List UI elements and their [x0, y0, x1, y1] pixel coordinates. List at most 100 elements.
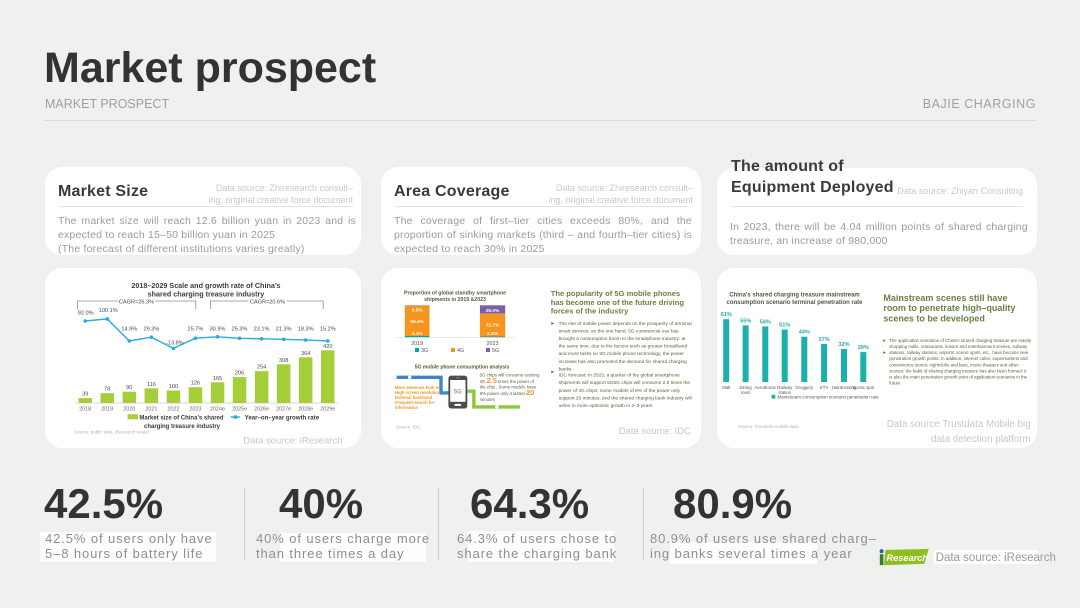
svg-text:smart devices: on the one hand: smart devices: on the one hand, 5G comme… [559, 328, 680, 334]
svg-text:4.1%: 4.1% [412, 331, 424, 337]
svg-text:2026e: 2026e [254, 407, 269, 413]
svg-text:station: station [778, 390, 791, 395]
svg-text:Source: Trustdata mobile data.: Source: Trustdata mobile data. [738, 424, 799, 429]
svg-text:KTV: KTV [820, 385, 828, 390]
svg-text:5G mobile phone consumption an: 5G mobile phone consumption analysis [415, 365, 510, 371]
svg-text:2029e: 2029e [320, 407, 335, 413]
svg-text:71.7%: 71.7% [486, 323, 500, 329]
svg-text:High screen resolution: High screen resolution [395, 390, 441, 395]
svg-text:Aerodrome: Aerodrome [755, 385, 777, 390]
svg-text:scenes to be developed: scenes to be developed [883, 313, 985, 323]
svg-text:IDC forecast: In 2023, a quart: IDC forecast: In 2023, a quarter of the … [559, 373, 681, 379]
svg-text:90: 90 [126, 385, 132, 391]
svg-text:95.4%: 95.4% [410, 319, 424, 325]
svg-text:206: 206 [235, 371, 244, 377]
svg-text:External baseband: External baseband [395, 395, 433, 400]
svg-text:penetration growth points: In: penetration growth points: In addition, … [889, 356, 1028, 361]
svg-text:14.9%: 14.9% [121, 327, 137, 333]
svg-text:254: 254 [257, 365, 266, 371]
svg-text:Market size of China’s shared: Market size of China’s shared [139, 416, 223, 422]
svg-text:Proportion of global standby s: Proportion of global standby smartphone [404, 291, 506, 297]
svg-text:15.2%: 15.2% [320, 327, 336, 333]
svg-text:Source: public data, iResearch: Source: public data, iResearch model. [74, 430, 150, 435]
svg-text:2021: 2021 [145, 407, 157, 413]
svg-text:2.3%: 2.3% [487, 331, 499, 337]
svg-text:forces of the industry: forces of the industry [551, 306, 629, 315]
svg-text:364: 364 [301, 351, 310, 357]
svg-text:420: 420 [323, 344, 332, 350]
svg-text:Research: Research [887, 553, 929, 563]
svg-text:brought a consumption boom to: brought a consumption boom to the smartp… [559, 336, 687, 342]
svg-text:CAGR=26.3%: CAGR=26.3% [119, 300, 154, 306]
svg-text:charging treasure industry: charging treasure industry [144, 424, 221, 430]
svg-text:3G: 3G [421, 348, 428, 354]
svg-text:Hairdressing: Hairdressing [832, 385, 857, 390]
svg-text:Data source: iResearch: Data source: iResearch [936, 552, 1056, 564]
svg-text:China’s shared charging treasu: China’s shared charging treasure mainstr… [729, 293, 860, 299]
svg-text:➤: ➤ [882, 350, 886, 355]
svg-text:convenience stores: nightclubs: convenience stores: nightclubs and bars,… [889, 362, 1019, 367]
svg-text:room: room [741, 390, 751, 395]
svg-text:5G: 5G [492, 348, 499, 354]
svg-text:2023: 2023 [487, 341, 499, 347]
svg-text:5G: 5G [454, 390, 462, 396]
svg-text:➤: ➤ [882, 338, 886, 343]
svg-text:2019: 2019 [101, 407, 113, 413]
svg-text:61%: 61% [721, 312, 732, 318]
svg-text:Data source: IDC: Data source: IDC [619, 425, 691, 436]
svg-text:the chip , Some models have: the chip , Some models have [480, 385, 537, 390]
svg-text:the same time, due to the fact: the same time, due to the factors such a… [559, 344, 688, 350]
svg-text:data detection platform: data detection platform [931, 434, 1031, 445]
svg-text:Railway: Railway [777, 385, 793, 390]
svg-text:Source: IDC: Source: IDC [396, 425, 421, 430]
svg-text:32%: 32% [838, 342, 849, 348]
svg-text:information: information [395, 405, 418, 410]
svg-text:2019: 2019 [411, 341, 423, 347]
svg-text:2028e: 2028e [298, 407, 313, 413]
svg-text:2022: 2022 [167, 407, 179, 413]
svg-text:Data source:Trustdata Mobile b: Data source:Trustdata Mobile big [887, 419, 1031, 430]
svg-text:future: future [889, 381, 901, 386]
svg-text:and more tasks on 5G mobile ph: and more tasks on 5G mobile phone techno… [559, 351, 685, 357]
svg-text:The rise of mobile power depen: The rise of mobile power depends on the … [559, 321, 692, 327]
svg-text:shopping malls, restaurants, l: shopping malls, restaurants, leisure and… [889, 344, 1028, 349]
svg-text:Mall: Mall [722, 385, 730, 390]
svg-text:-13.8%: -13.8% [166, 341, 184, 347]
svg-text:39: 39 [82, 392, 88, 398]
svg-text:➤: ➤ [550, 370, 554, 376]
svg-text:78: 78 [104, 387, 110, 393]
svg-text:Mainstream consumption scenari: Mainstream consumption scenario penetrat… [778, 395, 880, 400]
svg-text:55%: 55% [740, 318, 751, 324]
svg-text:2024e: 2024e [210, 407, 225, 413]
svg-text:29.3%: 29.3% [143, 327, 159, 333]
svg-text:More antennas built in: More antennas built in [395, 385, 440, 390]
svg-text:banks: banks [559, 366, 572, 372]
svg-text:18.3%: 18.3% [298, 327, 314, 333]
svg-text:has become one of the future d: has become one of the future driving [551, 298, 685, 307]
svg-text:support 20 minutes, and the sh: support 20 minutes, and the shared charg… [559, 395, 692, 401]
svg-text:2018: 2018 [79, 407, 91, 413]
svg-text:Groggery: Groggery [795, 385, 814, 390]
svg-text:30.9%: 30.9% [210, 327, 226, 333]
svg-text:2027e: 2027e [276, 407, 291, 413]
svg-text:100: 100 [169, 384, 178, 390]
svg-text:is also the main penetration g: is also the main penetration growth poin… [889, 375, 1027, 380]
svg-text:Frequent search for: Frequent search for [395, 400, 435, 405]
svg-text:165: 165 [213, 376, 222, 382]
svg-text:0.5%: 0.5% [412, 308, 424, 314]
svg-text:4G 2.5 times the power of: 4G 2.5 times the power of [480, 376, 535, 385]
svg-text:44%: 44% [799, 330, 810, 336]
svg-text:21.3%: 21.3% [276, 327, 292, 333]
svg-text:minutes: minutes [480, 397, 496, 402]
svg-text:308: 308 [279, 358, 288, 364]
svg-text:The application scenarios of C: The application scenarios of China's sha… [889, 338, 1032, 343]
svg-text:room to penetrate high–quality: room to penetrate high–quality [883, 303, 1015, 313]
svg-text:92.0%: 92.0% [78, 310, 94, 316]
svg-text:shared charging treasure indus: shared charging treasure industry [148, 290, 265, 299]
svg-text:2023: 2023 [189, 407, 201, 413]
svg-text:2018–2029 Scale and growth rat: 2018–2029 Scale and growth rate of China… [131, 281, 280, 290]
svg-text:The popularity of 5G mobile ph: The popularity of 5G mobile phones [551, 289, 681, 298]
svg-text:51%: 51% [779, 323, 790, 329]
svg-text:2020: 2020 [123, 407, 135, 413]
svg-text:25.3%: 25.3% [232, 327, 248, 333]
